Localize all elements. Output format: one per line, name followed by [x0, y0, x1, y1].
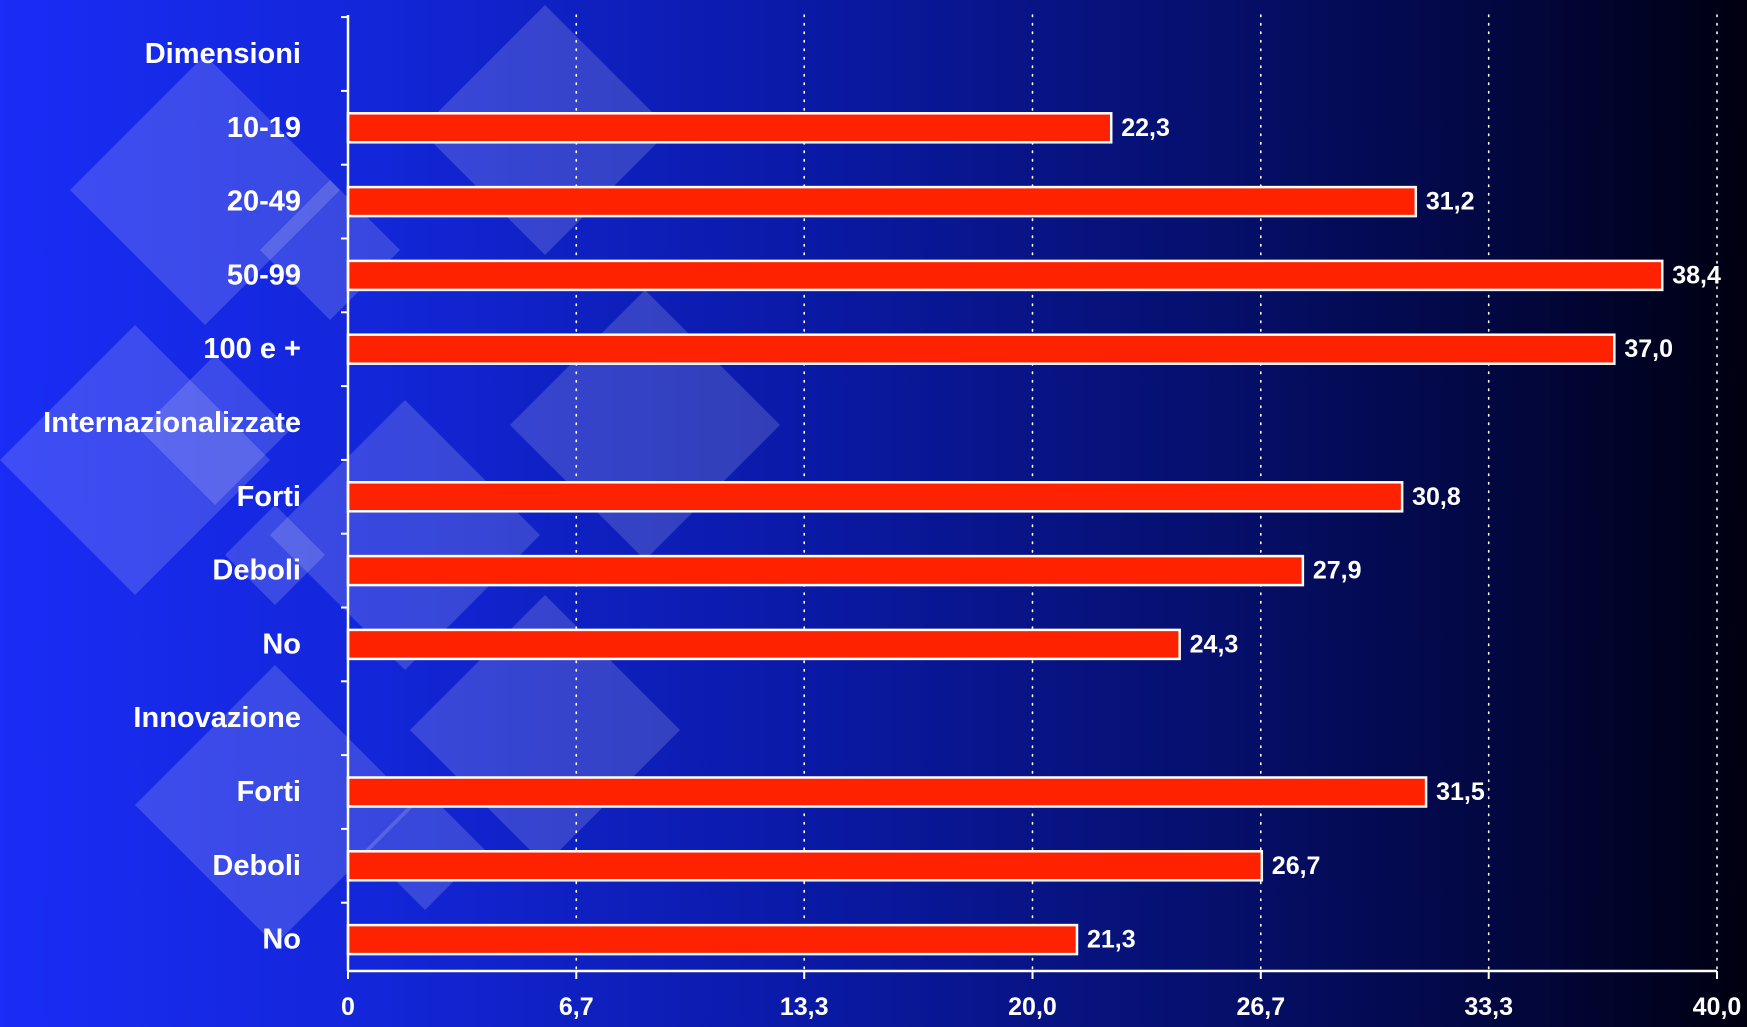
category-label: Forti: [237, 776, 301, 808]
decor-diamond: [270, 400, 540, 670]
data-label: 30,8: [1412, 483, 1461, 511]
bar: [346, 481, 1404, 513]
category-label: 10-19: [227, 112, 301, 144]
category-label: 50-99: [227, 259, 301, 291]
labels: Dimensioni 10-19 22,3 20-49 31,2 50-99 38,4 100…: [43, 38, 1741, 1021]
category-label: No: [262, 924, 301, 956]
data-label: 24,3: [1190, 630, 1239, 658]
axes: [341, 15, 1718, 979]
x-tick-label: 40,0: [1693, 993, 1742, 1021]
category-label: 100 e +: [203, 333, 301, 365]
decor-diamond: [70, 55, 340, 325]
bar: [346, 333, 1616, 365]
bar: [346, 850, 1264, 882]
bar: [346, 628, 1181, 661]
decor-diamond: [510, 290, 780, 560]
bar: [346, 923, 1079, 956]
decor-diamond: [140, 355, 290, 505]
data-label: 22,3: [1121, 114, 1170, 142]
x-tick-label: 13,3: [780, 993, 829, 1021]
decor-diamond: [135, 665, 415, 945]
bars: [346, 112, 1664, 956]
data-label: 31,2: [1426, 188, 1475, 216]
category-label: Deboli: [212, 850, 301, 882]
category-label: Internazionalizzate: [43, 407, 301, 439]
decor-diamond: [225, 505, 325, 605]
bar: [346, 259, 1664, 292]
data-label: 27,9: [1313, 557, 1362, 585]
data-label: 26,7: [1272, 852, 1321, 880]
category-label: Deboli: [212, 555, 301, 587]
data-label: 21,3: [1087, 926, 1136, 954]
x-tick-label: 20,0: [1008, 993, 1057, 1021]
data-label: 38,4: [1672, 261, 1721, 289]
category-label: 20-49: [227, 186, 301, 218]
category-label: Forti: [237, 481, 301, 513]
bar: [346, 776, 1428, 808]
bar: [346, 185, 1418, 218]
x-tick-label: 0: [341, 993, 355, 1021]
bar: [346, 554, 1305, 587]
category-label: Innovazione: [133, 702, 301, 734]
background-decoration: [0, 5, 780, 945]
category-label: Dimensioni: [145, 38, 301, 70]
x-tick-label: 26,7: [1236, 993, 1285, 1021]
bar: [346, 112, 1113, 144]
data-label: 37,0: [1624, 335, 1673, 363]
category-label: No: [262, 628, 301, 660]
data-label: 31,5: [1436, 778, 1485, 806]
decor-diamond: [0, 325, 270, 595]
x-tick-label: 6,7: [559, 993, 594, 1021]
x-tick-label: 33,3: [1464, 993, 1513, 1021]
